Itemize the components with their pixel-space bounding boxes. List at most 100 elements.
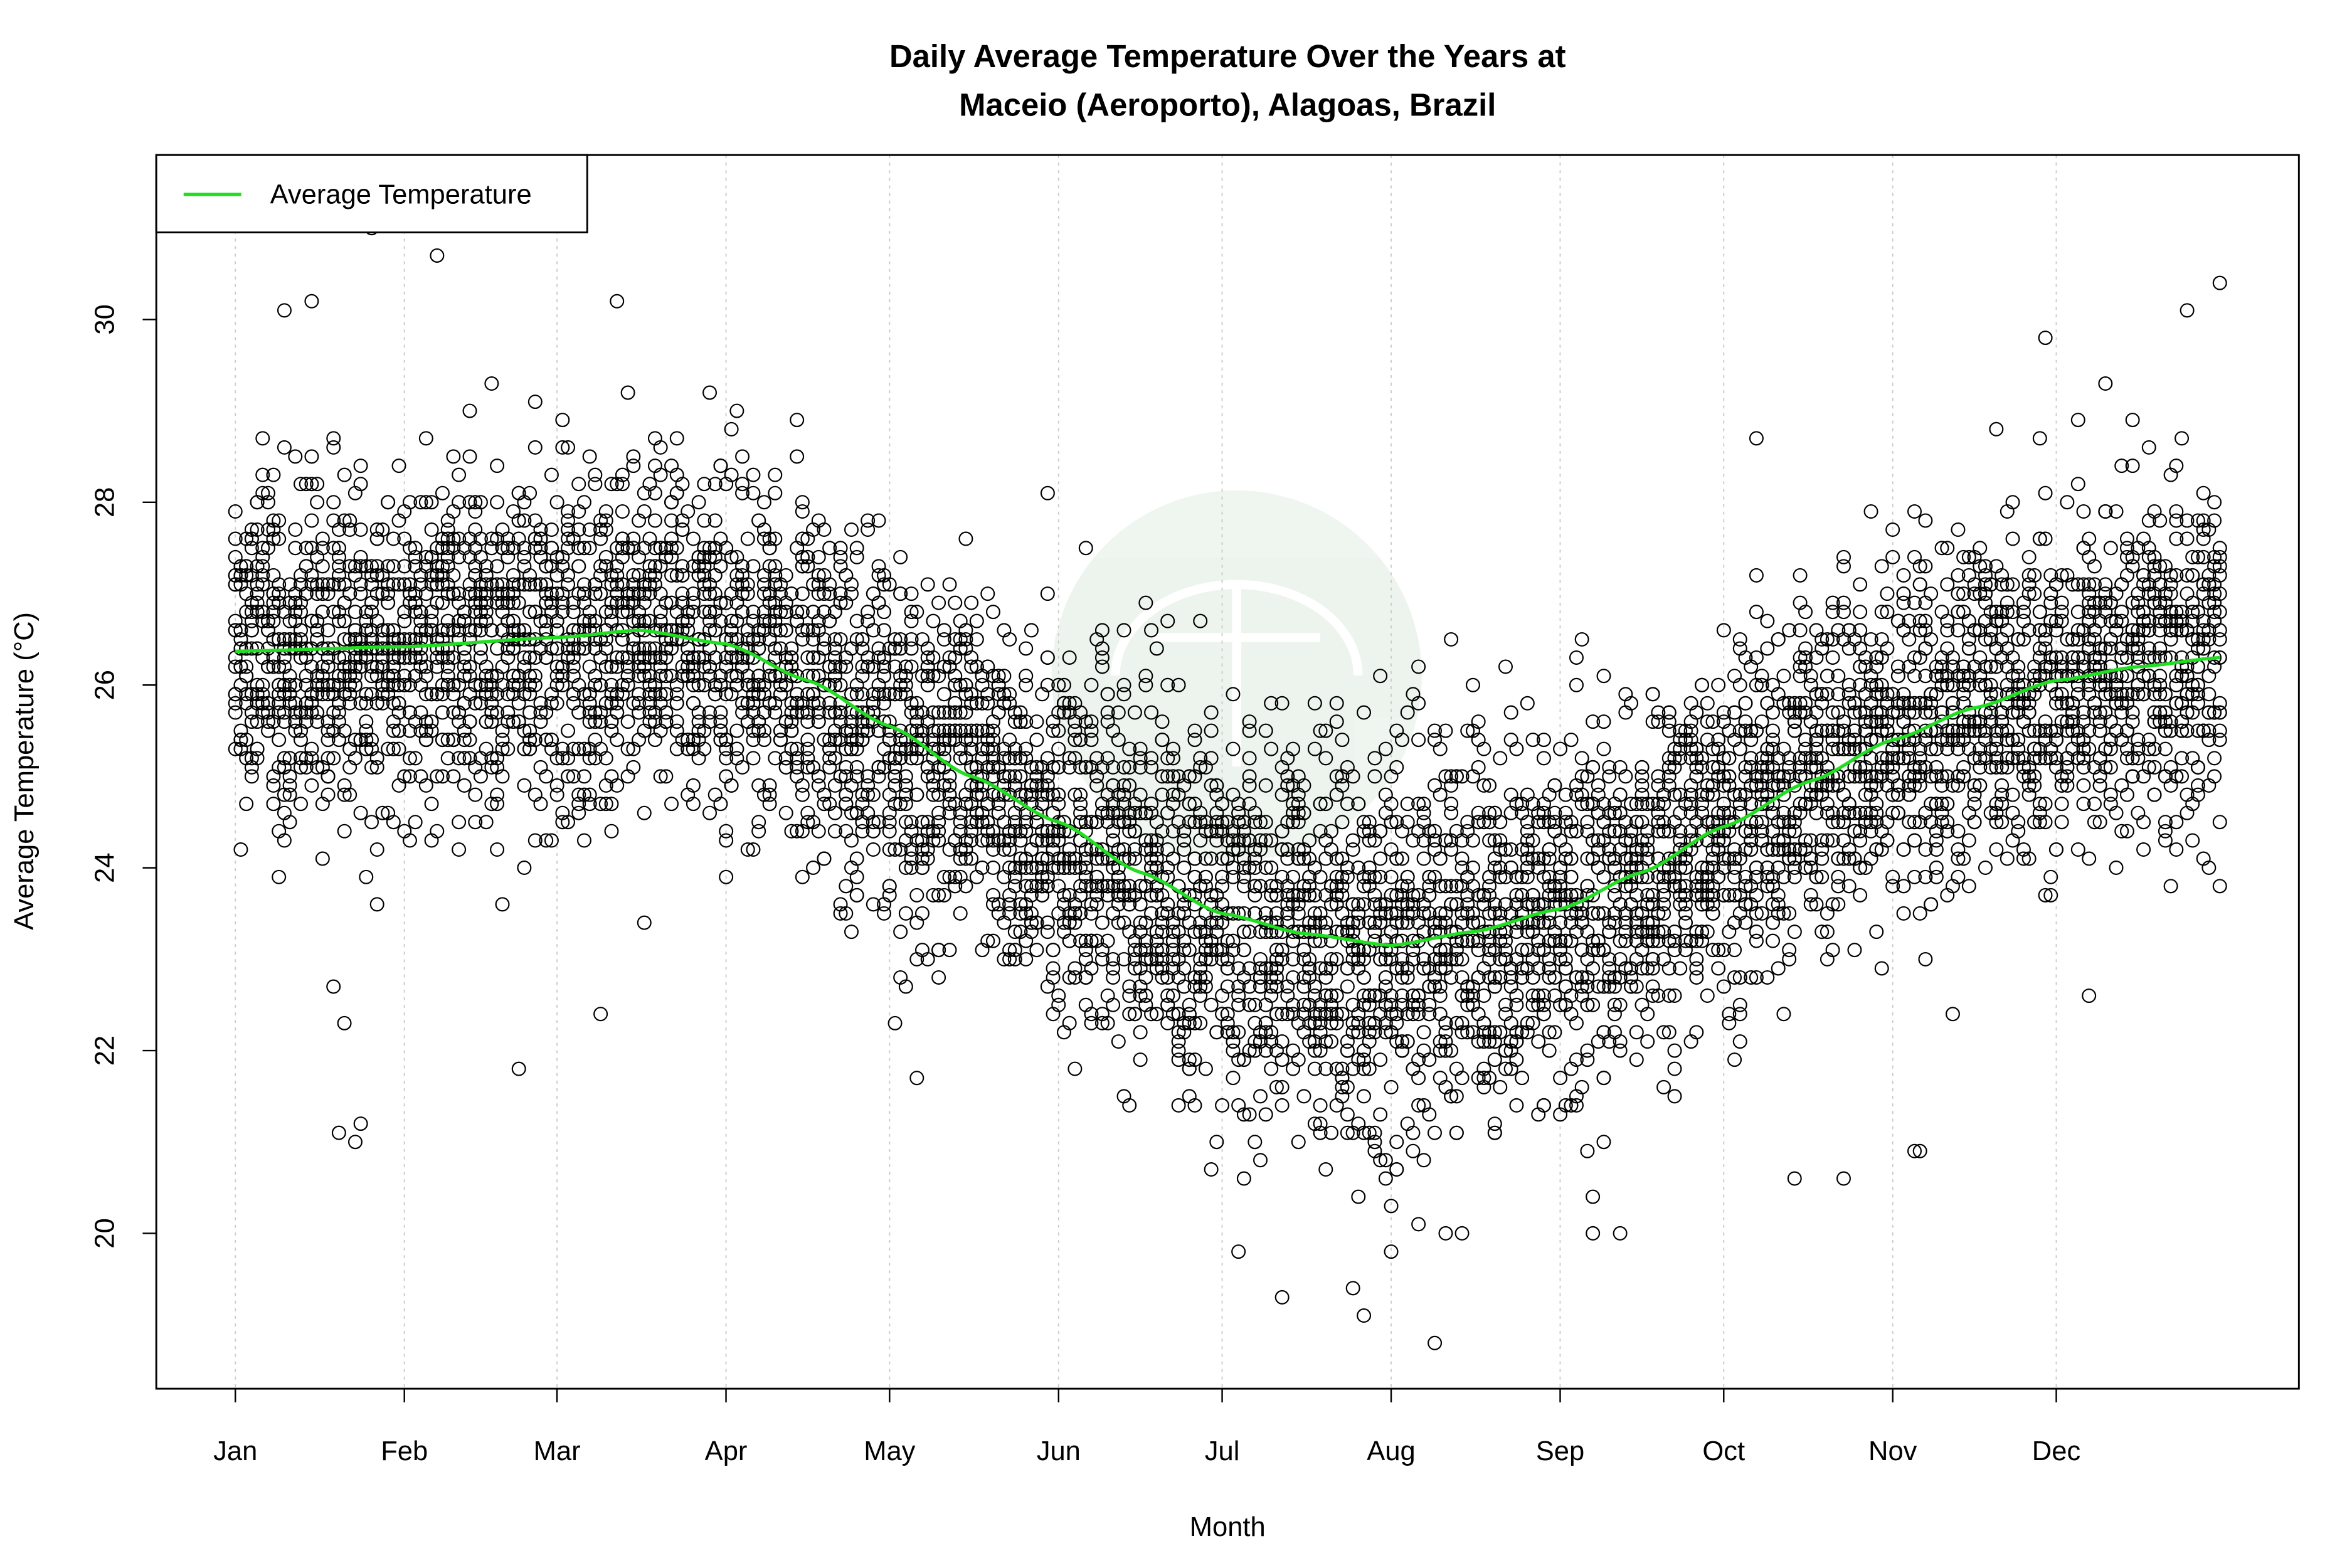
data-point [669,431,684,446]
data-point [462,733,477,748]
data-point [555,440,570,455]
data-point [555,413,570,428]
data-point [795,531,810,546]
data-point [440,733,455,748]
data-point [446,568,461,583]
data-point [588,677,603,692]
data-point [675,568,690,583]
data-point [320,723,336,738]
data-point [588,613,603,628]
data-point [549,787,564,802]
data-point [762,797,777,812]
data-point [795,495,810,510]
data-point [255,568,270,583]
data-point [304,477,319,492]
data-point [282,751,297,766]
data-point [729,741,744,756]
data-point [386,741,401,756]
data-point [435,769,450,784]
data-point [277,714,292,729]
data-point [430,769,445,784]
data-point [800,650,815,665]
data-point [659,595,674,610]
data-point [342,522,358,538]
data-point [424,797,439,812]
data-point [233,842,248,857]
data-point [544,733,559,748]
data-point [250,741,265,756]
data-point [244,769,259,784]
data-point [768,467,783,482]
data-point [544,467,559,482]
data-point [790,824,805,839]
data-point [490,705,505,720]
data-point [539,559,554,574]
data-point [751,824,766,839]
data-point [686,586,701,601]
data-point [664,568,679,583]
data-point [669,696,684,711]
data-point [342,787,358,802]
data-point [490,559,505,574]
data-point [686,595,701,610]
data-point [299,477,314,492]
data-point [446,650,461,665]
data-point [778,605,793,620]
data-point [353,458,368,474]
data-point [800,760,815,775]
data-point [598,797,613,812]
data-point [719,833,734,848]
data-point [740,632,755,647]
data-point [632,696,647,711]
data-point [719,733,734,748]
data-point [294,797,309,812]
data-point [707,650,723,665]
data-point [462,714,477,729]
data-point [391,741,406,756]
chart-title-line-1: Daily Average Temperature Over the Years… [889,38,1566,74]
data-point [620,741,635,756]
data-point [593,797,608,812]
data-point [315,605,330,620]
data-point [620,385,635,400]
data-point [746,842,761,857]
data-point [391,577,406,592]
data-point [244,522,259,538]
data-point [790,751,805,766]
data-point [713,714,728,729]
data-point [430,824,445,839]
data-point [342,696,358,711]
data-point [359,869,374,884]
data-point [397,677,412,692]
data-point [719,751,734,766]
data-point [391,696,406,711]
data-point [266,632,281,647]
data-point [402,769,417,784]
data-point [479,815,494,830]
data-point [544,586,559,601]
data-point [795,778,810,793]
data-point [582,541,597,556]
data-point [353,586,368,601]
data-point [768,751,783,766]
data-point [255,467,270,482]
data-point [288,677,303,692]
data-point [473,769,488,784]
data-point [250,751,265,766]
data-point [386,531,401,546]
data-point [784,586,799,601]
data-point [555,751,570,766]
data-point [746,605,761,620]
data-point [320,787,336,802]
data-point [272,869,287,884]
data-point [418,431,433,446]
data-point [713,797,728,812]
data-point [266,659,281,674]
data-point [637,504,652,519]
data-point [795,605,810,620]
data-point [571,705,586,720]
data-point [511,595,526,610]
data-point [244,641,259,656]
data-point [424,522,439,538]
data-point [440,650,455,665]
